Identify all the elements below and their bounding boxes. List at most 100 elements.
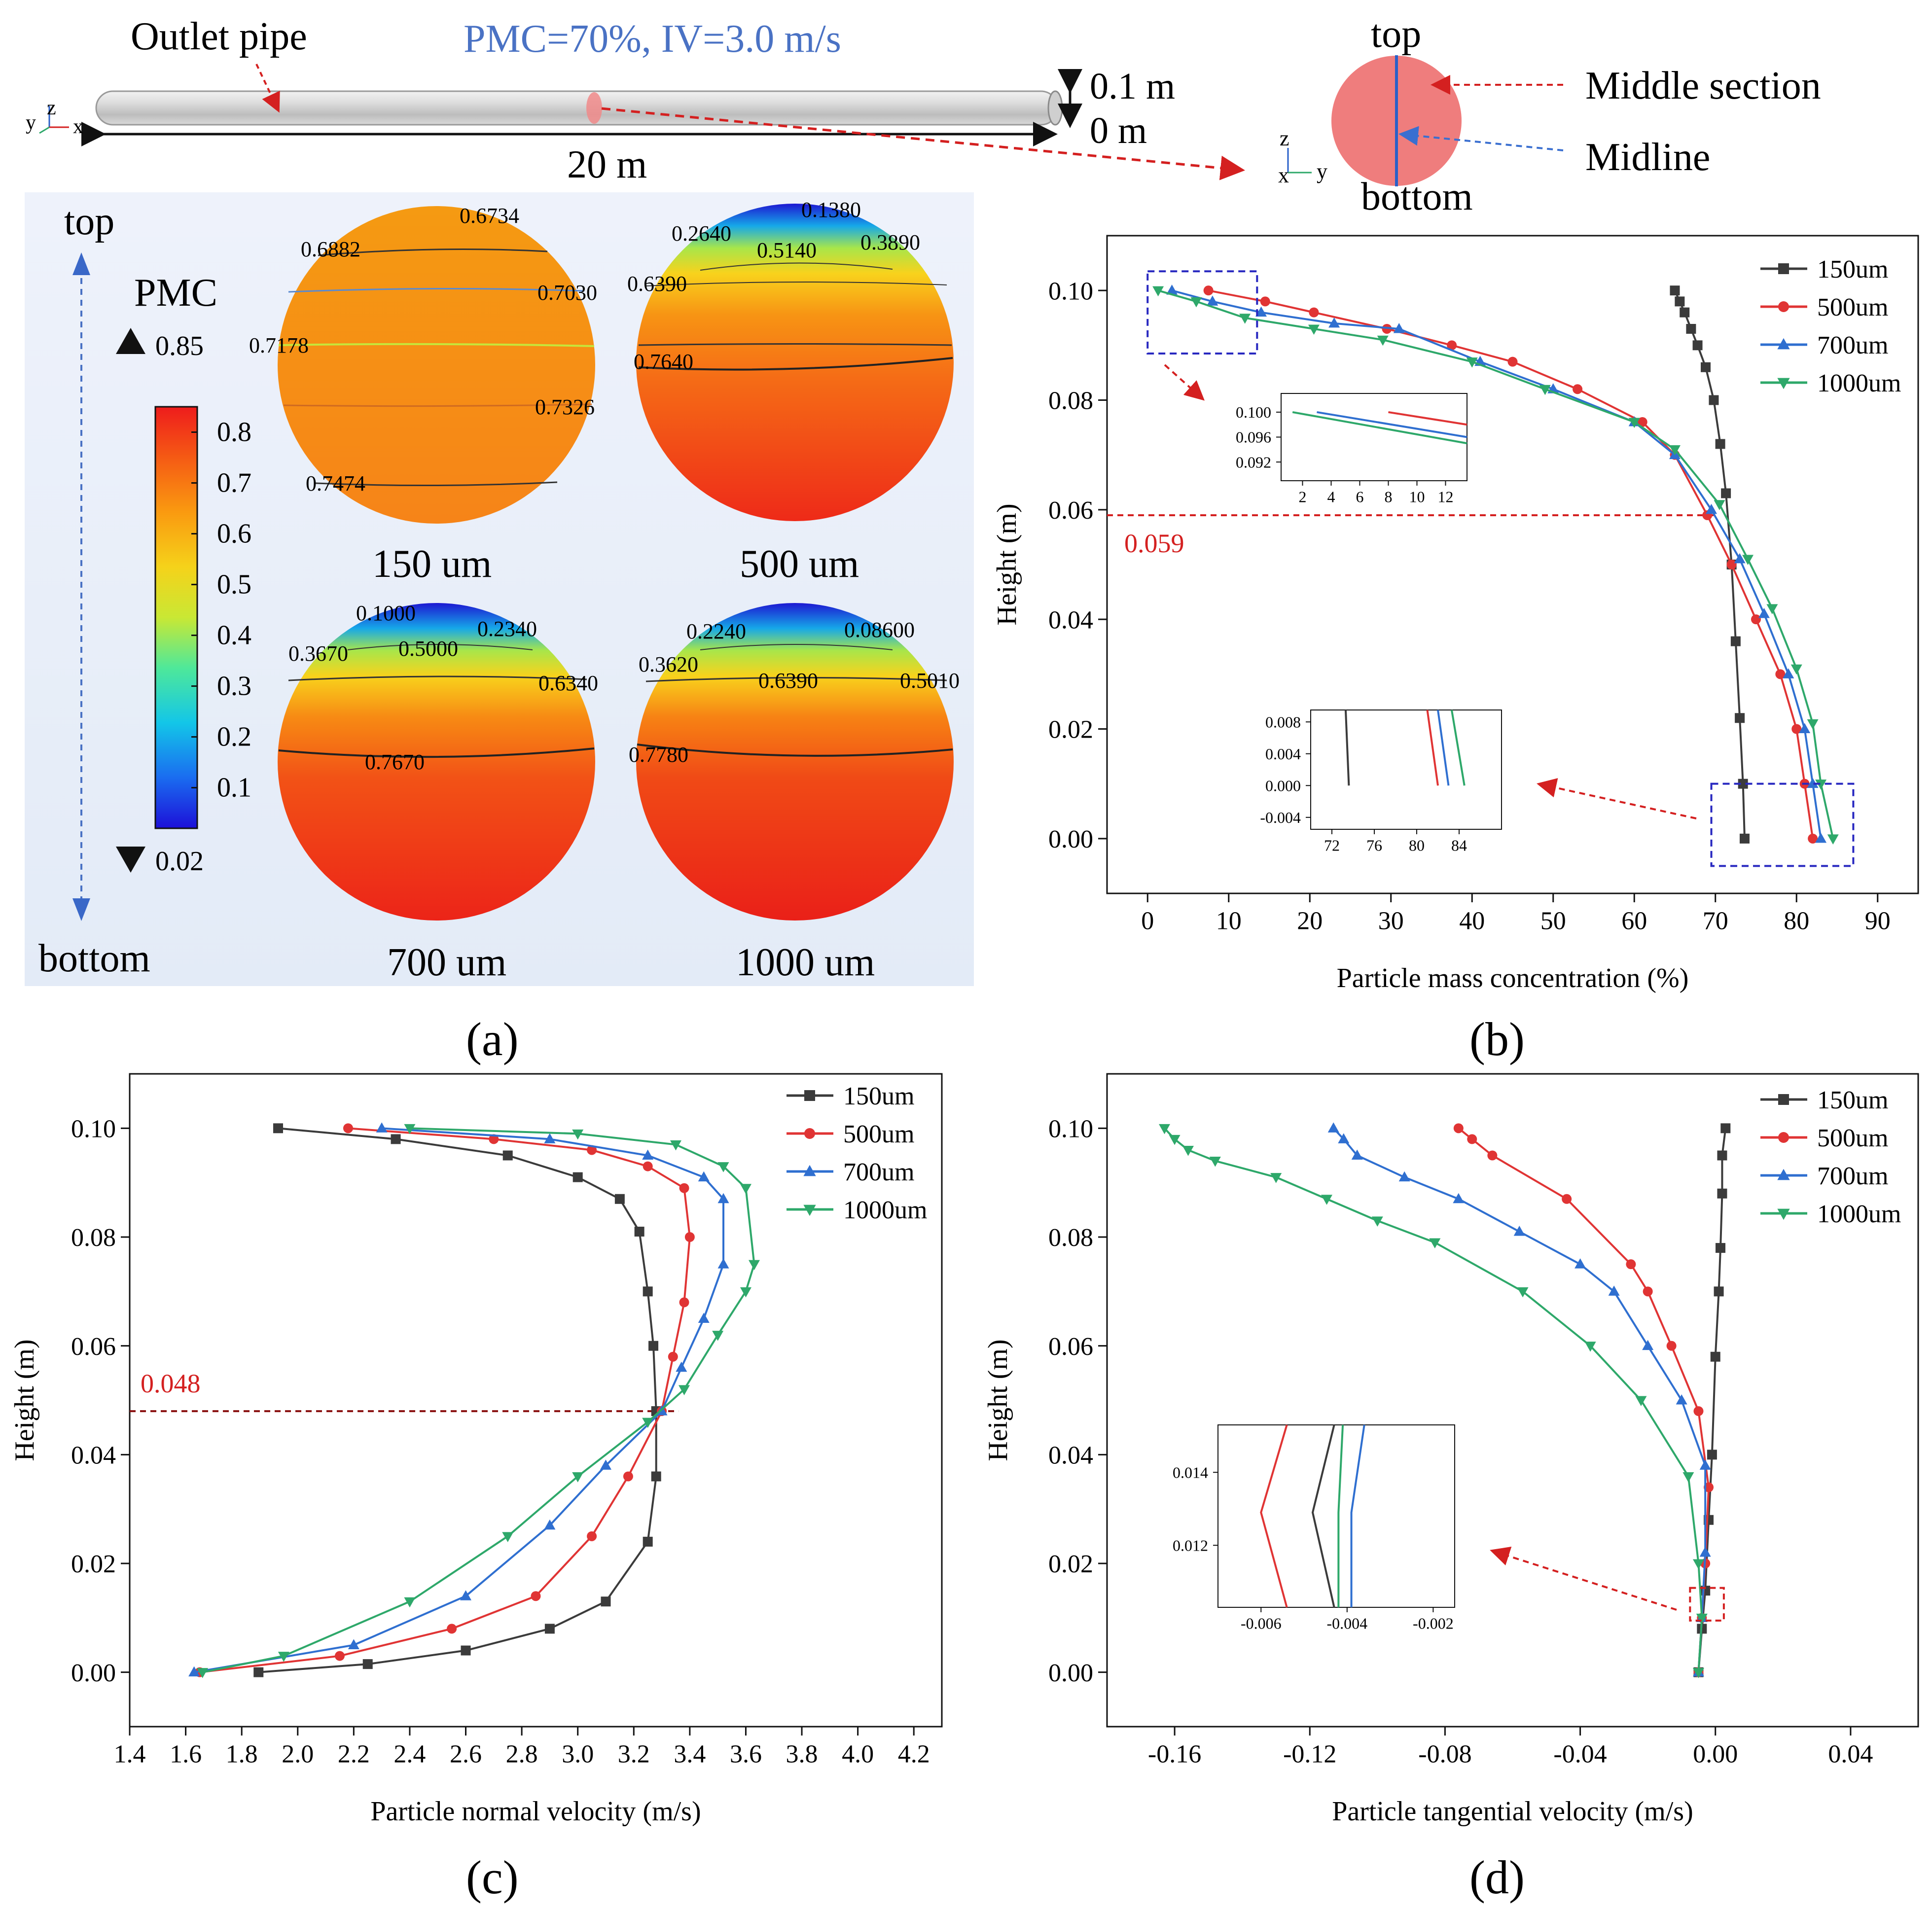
inset-line-1000um — [1337, 1424, 1344, 1607]
x-tick-label: 1.8 — [226, 1740, 258, 1769]
data-point-150um — [1730, 636, 1741, 646]
x-tick-label: 1.6 — [170, 1740, 202, 1769]
y-tick-label: 0.08 — [1048, 1224, 1093, 1252]
section-top-label: top — [1371, 12, 1421, 56]
panel-a-bottom-label: bottom — [38, 937, 150, 980]
data-point-1000um — [1182, 1145, 1194, 1156]
contour-label: 0.6390 — [758, 669, 818, 693]
x-tick-label: 50 — [1540, 907, 1566, 935]
data-point-700um — [698, 1171, 710, 1182]
length-label: 20 m — [567, 143, 647, 186]
data-point-1000um — [1696, 1613, 1708, 1624]
section-axis-y-label: y — [1317, 159, 1327, 183]
zoom-arrow — [1490, 1546, 1677, 1611]
axis-z-label: z — [47, 97, 56, 119]
data-point-1000um — [1466, 357, 1478, 368]
legend-label-150um: 150um — [1817, 1086, 1888, 1114]
chart-d-tangential-velocity: -0.16 -0.12 -0.08 -0.04 0.00 0.04 0.00 0.02 0.04… — [983, 1073, 1919, 1827]
y-tick-label: 0.02 — [1048, 1550, 1093, 1578]
data-point-500um — [334, 1651, 345, 1661]
x-tick-label: 3.6 — [730, 1740, 762, 1769]
data-point-150um — [1715, 439, 1725, 449]
data-point-500um — [679, 1183, 689, 1193]
inset-line-700um — [1317, 411, 1467, 438]
section-bottom-label: bottom — [1361, 175, 1473, 218]
data-point-500um — [643, 1161, 653, 1171]
y-tick-label: 0.000 — [1265, 777, 1301, 794]
x-tick-label: -0.12 — [1283, 1740, 1336, 1769]
y-tick-label: -0.004 — [1260, 809, 1301, 826]
x-tick-label: 90 — [1865, 907, 1891, 935]
inset-zoom: -0.006 -0.004 -0.002 0.012 0.014 — [1173, 1424, 1455, 1632]
data-point-1000um — [740, 1184, 751, 1194]
data-point-1000um — [642, 1418, 654, 1428]
x-tick-label: 3.4 — [674, 1740, 706, 1769]
data-point-500um — [1507, 356, 1518, 367]
x-tick-label: 80 — [1409, 837, 1425, 854]
section-pointer-arrow — [601, 107, 1245, 180]
pipe-end-cap — [1047, 90, 1063, 126]
chart-b-concentration: 0 10 20 30 40 50 60 70 80 90 0.00 0.02 0.04 0.06 0.08 0… — [992, 235, 1919, 993]
data-point-1000um — [712, 1331, 724, 1341]
colorbar-title: PMC — [134, 271, 217, 315]
inset-line-1000um — [1450, 709, 1466, 786]
legend-marker-700um — [1777, 1169, 1790, 1180]
data-point-700um — [544, 1519, 556, 1530]
data-point-700um — [1706, 503, 1717, 514]
legend-marker-1000um — [1777, 1208, 1790, 1220]
legend-label-500um: 500um — [843, 1120, 914, 1148]
data-point-500um — [684, 1232, 695, 1242]
colorbar-tick-label: 0.6 — [217, 519, 251, 549]
data-point-150um — [253, 1667, 264, 1677]
data-point-500um — [1467, 1134, 1477, 1144]
x-tick-label: 60 — [1621, 907, 1647, 935]
inset-line-700um — [1437, 709, 1450, 786]
zoom-arrow-bottom — [1537, 778, 1697, 819]
data-point-150um — [1710, 1351, 1720, 1362]
y-tick-label: 0.10 — [1048, 1115, 1093, 1143]
x-tick-label: 8 — [1385, 488, 1393, 506]
legend-marker-150um — [1778, 1094, 1789, 1105]
data-point-150um — [634, 1226, 644, 1237]
data-point-700um — [642, 1149, 654, 1160]
contour-label: 0.7780 — [629, 743, 688, 767]
y-axis-title: Height (m) — [992, 503, 1022, 625]
data-point-150um — [1686, 323, 1696, 334]
data-point-700um — [1642, 1340, 1654, 1350]
data-point-1000um — [1682, 1472, 1694, 1483]
data-point-1000um — [1539, 385, 1551, 395]
series-line-700um — [194, 1127, 725, 1673]
colorbar-tick-label: 0.8 — [217, 417, 251, 448]
data-point-1000um — [1321, 1195, 1333, 1205]
data-point-700um — [1327, 1122, 1339, 1133]
middle-section-marker — [586, 92, 602, 124]
data-point-500um — [1626, 1259, 1636, 1270]
x-tick-label: 10 — [1216, 907, 1242, 935]
case-label: 150 um — [372, 542, 492, 586]
data-point-1000um — [1584, 1342, 1596, 1352]
data-point-1000um — [1766, 604, 1778, 614]
data-point-150um — [1717, 1150, 1727, 1161]
y-tick-label: 0.08 — [1048, 387, 1093, 415]
y-tick-label: 0.02 — [1048, 716, 1093, 744]
data-point-500um — [343, 1123, 353, 1134]
legend-marker-1000um — [1777, 378, 1790, 390]
series-line-150um — [258, 1127, 657, 1673]
x-tick-label: -0.004 — [1326, 1615, 1367, 1632]
y-tick-label: 0.04 — [1048, 606, 1093, 634]
data-point-1000um — [1807, 719, 1819, 730]
data-point-1000um — [1169, 1134, 1181, 1145]
contour-500um: 0.1380 0.2640 0.3890 0.5140 0.6390 0.764… — [627, 198, 954, 586]
data-point-150um — [1680, 307, 1690, 318]
legend-marker-1000um — [803, 1205, 816, 1216]
data-point-150um — [1738, 779, 1748, 789]
inset-line-150um — [1311, 1424, 1335, 1608]
inset-line-700um — [1350, 1424, 1365, 1607]
data-point-1000um — [1692, 1668, 1704, 1678]
x-tick-label: 70 — [1703, 907, 1728, 935]
data-point-1000um — [748, 1260, 760, 1271]
pipe-header: Outlet pipe PMC=70%, IV=3.0 m/s 20 m 0.1… — [26, 15, 1245, 186]
data-point-150um — [461, 1645, 471, 1656]
legend-label-1000um: 1000um — [843, 1196, 927, 1224]
legend-marker-150um — [1778, 263, 1789, 274]
